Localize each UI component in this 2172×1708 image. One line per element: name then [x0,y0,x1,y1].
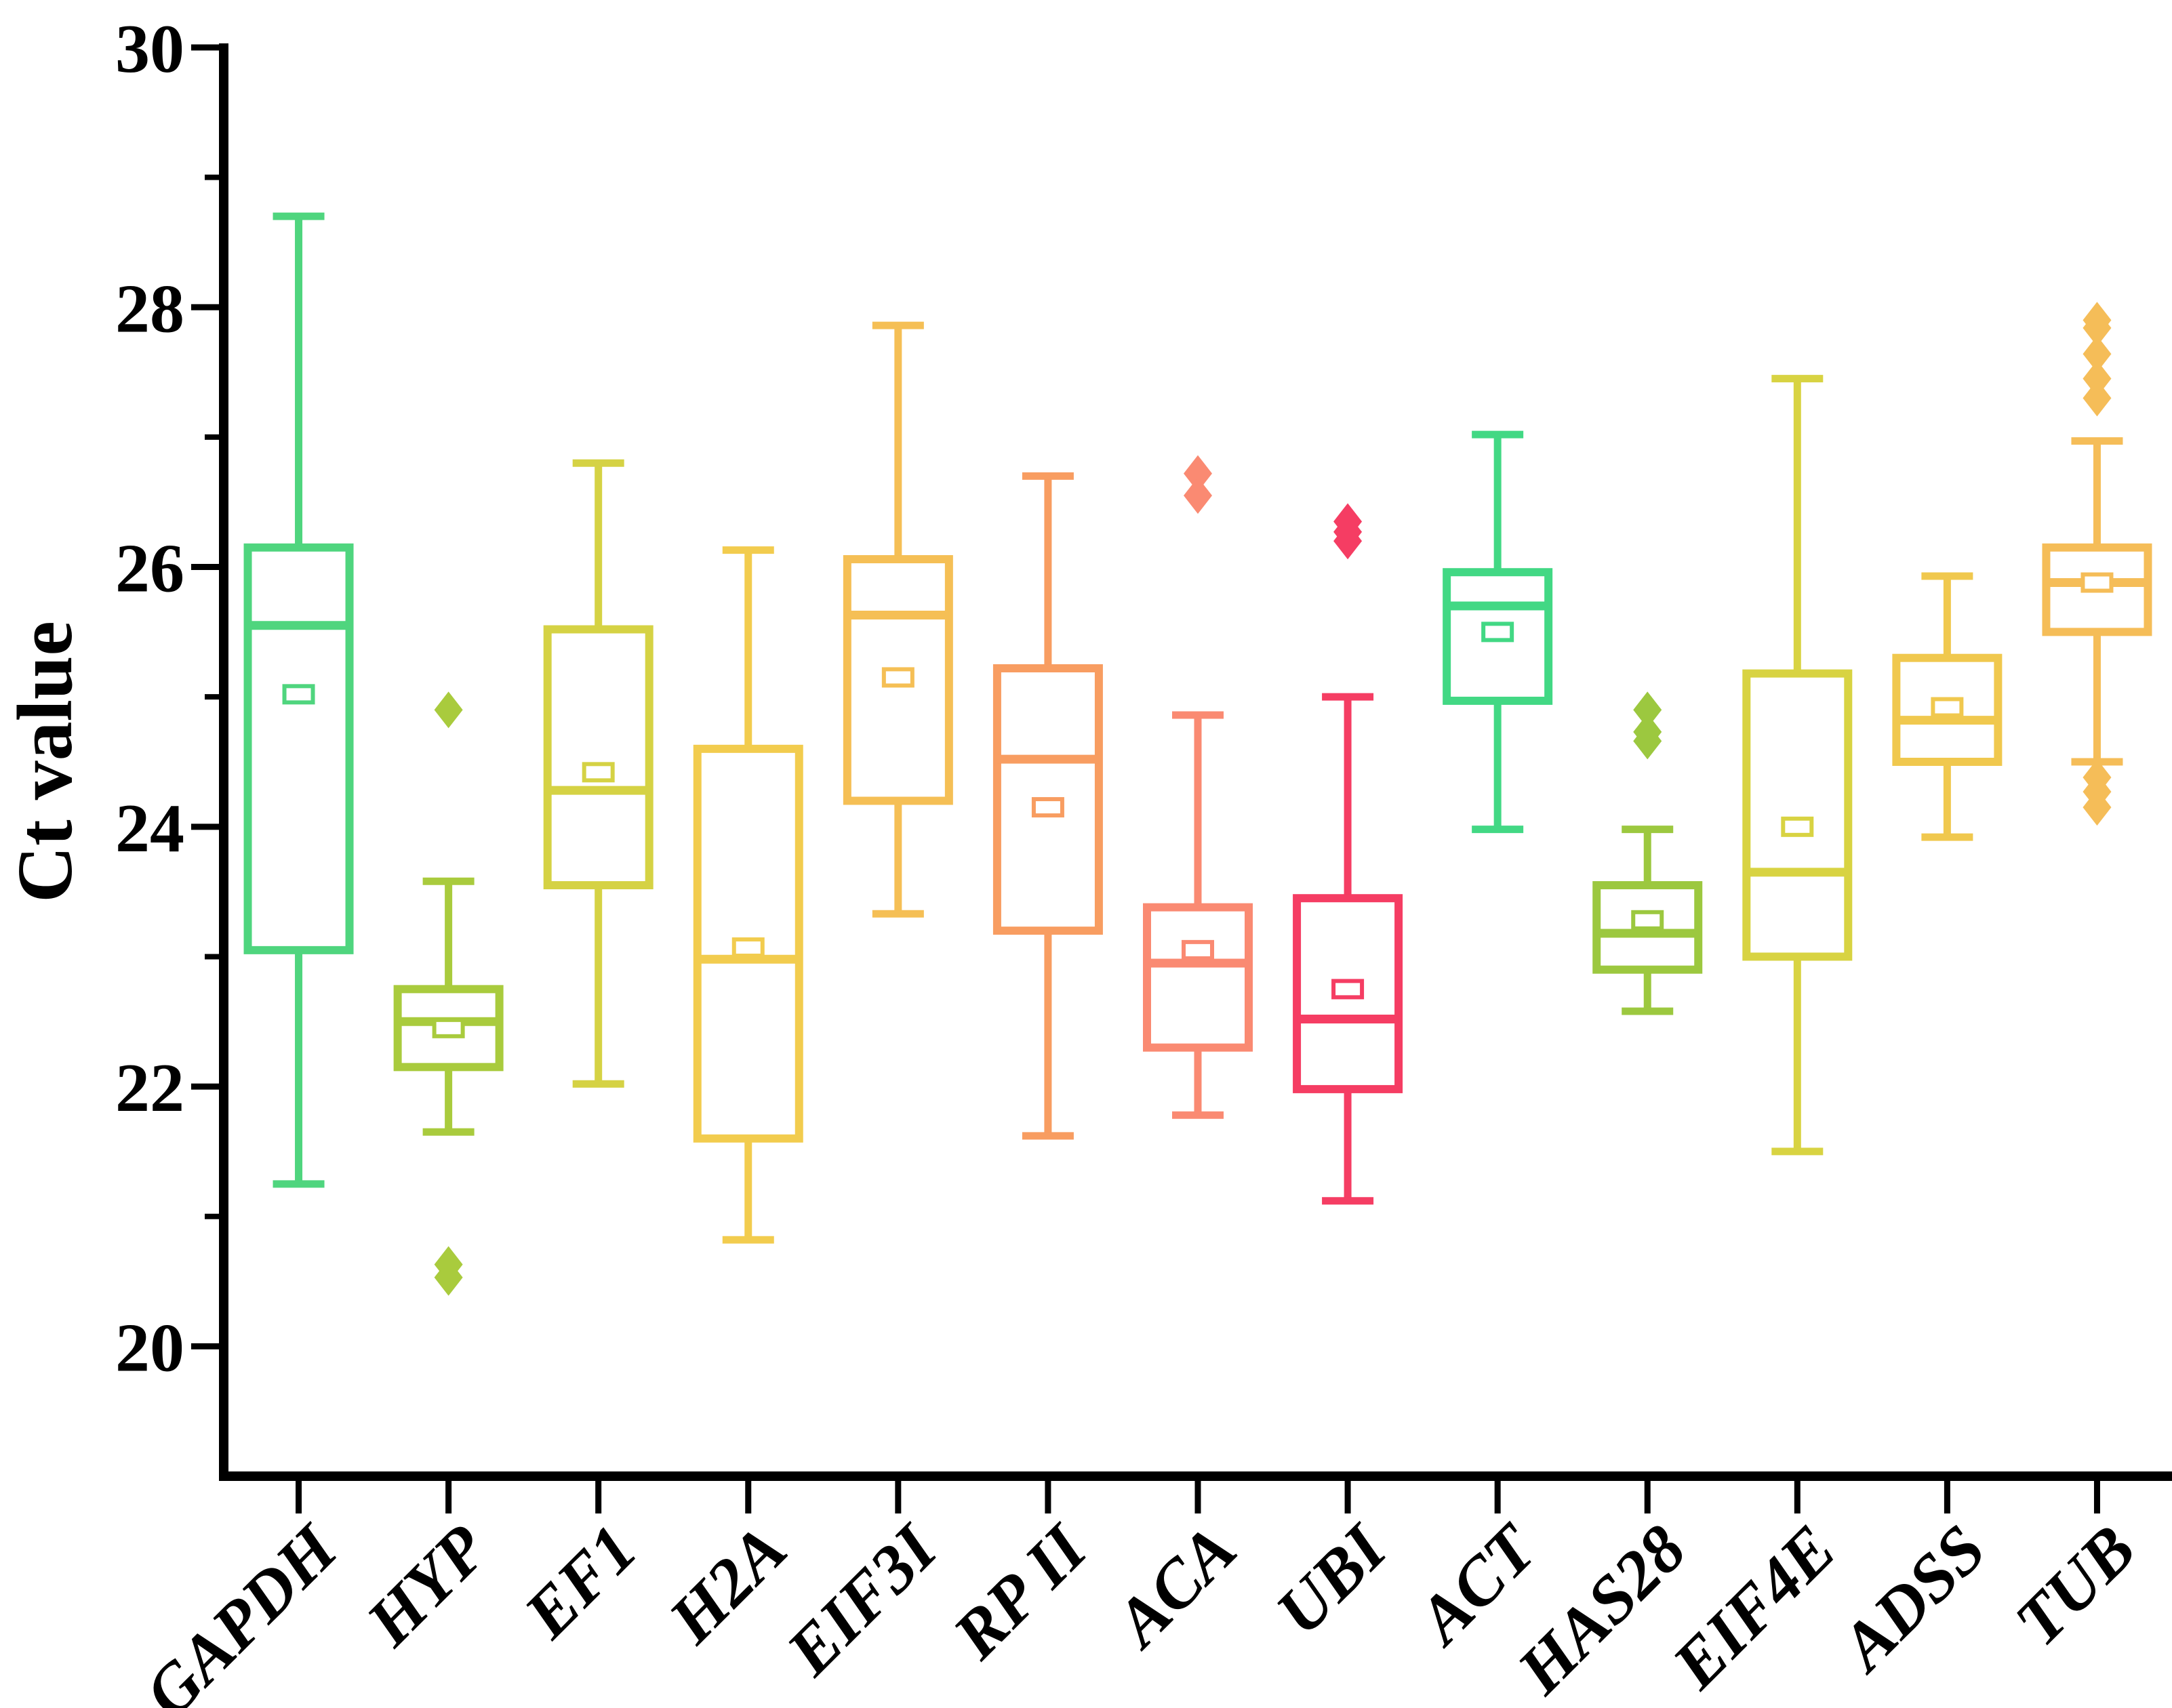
box-group-EIF4E [1742,375,1853,1156]
x-category-label: EIF3I [771,1509,952,1690]
mean-marker [432,1017,465,1038]
mean-marker [282,684,315,705]
mean-marker [1331,979,1365,1000]
outlier-diamond [2083,789,2112,826]
mean-marker [2080,572,2114,593]
outlier-diamond [2083,336,2112,373]
mean-marker [1182,939,1214,960]
mean-marker [881,667,914,688]
y-axis-title: Ct value [2,621,89,903]
box-group-ACA [1143,455,1253,1119]
y-tick-label: 24 [115,790,184,867]
iqr-box [1742,669,1853,961]
mean-marker [1631,910,1664,931]
iqr-box [243,543,354,954]
box-group-H2A [693,546,803,1244]
mean-marker [1481,622,1514,643]
box-group-TUB [2042,302,2152,826]
x-category-label: HAS28 [1502,1511,1700,1708]
outlier-diamond [434,1259,463,1296]
x-category-label: ADSS [1824,1511,2000,1687]
box-group-ADSS [1892,572,2003,841]
iqr-box [1143,903,1253,1052]
mean-marker [1031,797,1064,818]
box-group-ACT [1443,430,1553,834]
box-group-HAS28 [1592,691,1703,1015]
x-category-label: EF1 [509,1511,651,1652]
outlier-diamond [2083,309,2112,346]
box-group-GAPDH [243,212,354,1188]
box-group-RP-II [992,472,1103,1140]
iqr-box [543,625,653,890]
outlier-diamond [434,691,463,729]
x-category-label: GAPDH [130,1509,353,1708]
outlier-diamond [1633,723,1662,760]
x-category-label: ACA [1098,1511,1250,1663]
outlier-diamond [2083,380,2112,417]
outlier-diamond [1184,455,1212,492]
x-category-label: HYP [352,1510,502,1660]
y-tick-label: 22 [115,1050,184,1126]
x-category-label: UBI [1262,1509,1401,1649]
box-group-UBI [1293,503,1403,1205]
outlier-diamond [2083,360,2112,397]
x-category-label: RP II [938,1509,1102,1673]
iqr-box [393,985,504,1072]
mean-marker [582,762,615,783]
box-group-EIF3I [843,321,953,918]
x-category-label: EIF4E [1657,1511,1850,1703]
outlier-diamond [1633,691,1662,729]
y-tick-label: 20 [115,1309,184,1386]
y-tick-label: 30 [115,11,184,87]
mean-marker [731,937,765,958]
outlier-diamond [1184,477,1212,514]
mean-marker [1781,816,1814,837]
outlier-diamond [1333,523,1363,560]
box-group-HYP [393,691,504,1296]
y-tick-label: 28 [115,270,184,347]
mean-marker [1931,697,1964,718]
y-tick-label: 26 [115,531,184,607]
box-group-EF1 [543,459,653,1088]
x-category-label: TUB [2000,1511,2150,1660]
